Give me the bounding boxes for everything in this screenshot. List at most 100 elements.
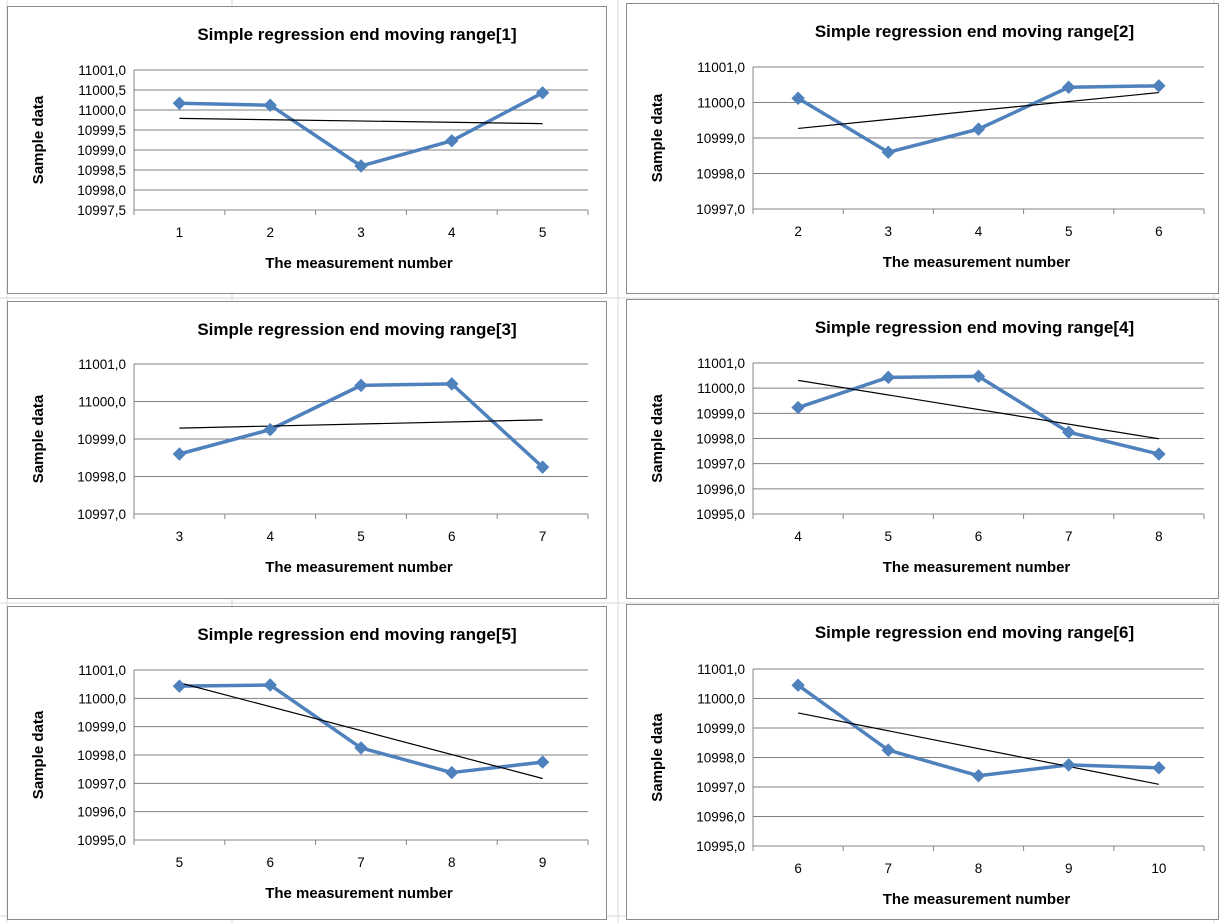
y-tick-label: 10999,0 (77, 143, 126, 158)
y-axis-label: Sample data (649, 93, 666, 182)
chart-svg: 11001,0 11000,0 10999,0 10998,0 10997,0 10996… (30, 625, 589, 902)
y-axis-label: Sample data (30, 95, 47, 184)
data-point-marker[interactable] (172, 679, 187, 693)
data-point-marker[interactable] (1061, 80, 1076, 94)
data-point-marker[interactable] (354, 378, 368, 393)
data-point-marker[interactable] (881, 370, 896, 385)
data-point-marker[interactable] (1061, 758, 1076, 772)
y-tick-label: 10998,0 (696, 432, 745, 447)
data-point-marker[interactable] (445, 377, 459, 391)
data-point-marker[interactable] (881, 743, 896, 757)
trendline (797, 712, 1160, 785)
data-point-marker[interactable] (172, 96, 187, 110)
chart-panel-3[interactable]: 11001,0 11000,0 10999,0 10998,0 10997,0 3 4 5 6 7… (7, 301, 607, 599)
chart-title: Simple regression end moving range[2] (815, 22, 1134, 41)
data-point-marker[interactable] (535, 460, 550, 474)
x-tick-label: 7 (885, 861, 893, 876)
x-tick-label: 4 (975, 224, 983, 239)
y-tick-label: 10999,0 (77, 720, 126, 735)
chart-panel-2[interactable]: 11001,0 11000,0 10999,0 10998,0 10997,0 2 3 4 5 6… (626, 3, 1219, 294)
data-point-marker[interactable] (354, 159, 368, 173)
y-tick-label: 11000,5 (78, 83, 126, 98)
y-tick-label: 10998,0 (77, 470, 126, 485)
x-tick-label: 6 (975, 529, 983, 544)
y-tick-label: 10997,0 (696, 202, 745, 217)
y-tick-label: 10997,0 (77, 776, 126, 791)
x-axis-label: The measurement number (265, 885, 453, 902)
x-tick-label: 4 (266, 529, 274, 544)
chart-svg: 11001,0 11000,0 10999,0 10998,0 10997,0 2 3 4 5 6… (649, 22, 1205, 271)
x-tick-label: 1 (176, 225, 184, 240)
chart-svg: 11001,0 11000,5 11000,0 10999,5 10999,0 10998… (30, 25, 589, 272)
y-tick-label: 11000,0 (78, 103, 126, 118)
data-point-marker[interactable] (535, 755, 550, 769)
y-tick-label: 11001,0 (78, 663, 126, 678)
y-tick-label: 11001,0 (78, 357, 126, 372)
data-point-marker[interactable] (791, 678, 805, 692)
y-tick-label: 11001,0 (697, 356, 745, 371)
chart-title: Simple regression end moving range[3] (197, 320, 516, 339)
x-tick-label: 9 (1065, 861, 1073, 876)
data-point-marker[interactable] (535, 86, 550, 100)
data-point-marker[interactable] (263, 678, 277, 692)
data-point-marker[interactable] (354, 741, 368, 755)
y-tick-label: 10999,5 (77, 123, 126, 138)
x-tick-label: 8 (1155, 529, 1163, 544)
series-line (179, 91, 544, 168)
x-tick-label: 4 (794, 529, 802, 544)
x-tick-label: 6 (266, 855, 274, 870)
chart-svg: 11001,0 11000,0 10999,0 10998,0 10997,0 10996… (649, 318, 1205, 576)
series-line (178, 382, 544, 469)
x-tick-label: 8 (448, 855, 456, 870)
y-tick-label: 10997,5 (77, 203, 126, 218)
x-tick-label: 3 (357, 225, 365, 240)
trendline (179, 682, 543, 780)
y-tick-label: 10995,0 (696, 839, 745, 854)
data-point-marker[interactable] (1061, 425, 1076, 439)
data-point-marker[interactable] (971, 122, 986, 136)
x-tick-label: 7 (539, 529, 547, 544)
x-tick-label: 9 (539, 855, 547, 870)
x-tick-label: 6 (448, 529, 456, 544)
y-tick-label: 10996,0 (696, 810, 745, 825)
y-tick-label: 11001,0 (697, 662, 745, 677)
y-tick-label: 11001,0 (697, 60, 745, 75)
chart-panel-5[interactable]: 11001,0 11000,0 10999,0 10998,0 10997,0 10996… (7, 606, 607, 920)
y-tick-label: 10998,0 (77, 183, 126, 198)
data-point-marker[interactable] (445, 765, 459, 780)
data-point-marker[interactable] (1152, 447, 1166, 461)
y-tick-label: 10997,0 (77, 507, 126, 522)
y-tick-label: 10997,0 (696, 457, 745, 472)
chart-title: Simple regression end moving range[5] (197, 625, 516, 644)
data-point-marker[interactable] (263, 422, 277, 437)
x-tick-label: 3 (176, 529, 184, 544)
x-axis-label: The measurement number (265, 255, 453, 272)
x-tick-label: 2 (266, 225, 274, 240)
data-point-marker[interactable] (263, 98, 277, 112)
trendline (798, 91, 1159, 130)
x-tick-label: 5 (176, 855, 184, 870)
data-point-marker[interactable] (172, 447, 187, 461)
x-axis-label: The measurement number (883, 559, 1071, 576)
x-axis-label: The measurement number (265, 559, 453, 576)
y-tick-label: 11001,0 (78, 63, 126, 78)
trendline (179, 117, 543, 125)
chart-panel-4[interactable]: 11001,0 11000,0 10999,0 10998,0 10997,0 10996… (626, 299, 1219, 599)
data-point-marker[interactable] (791, 91, 805, 105)
chart-panel-1[interactable]: 11001,0 11000,5 11000,0 10999,5 10999,0 10998… (7, 6, 607, 294)
y-axis-label: Sample data (30, 710, 47, 799)
data-point-marker[interactable] (881, 145, 896, 159)
data-point-marker[interactable] (1152, 79, 1166, 93)
y-tick-label: 10997,0 (696, 780, 745, 795)
y-tick-label: 10999,0 (696, 406, 745, 421)
chart-panel-6[interactable]: 11001,0 11000,0 10999,0 10998,0 10997,0 10996… (626, 604, 1219, 920)
y-tick-label: 10995,0 (77, 833, 126, 848)
data-point-marker[interactable] (1152, 761, 1166, 775)
data-point-marker[interactable] (971, 769, 986, 783)
data-point-marker[interactable] (445, 134, 459, 148)
x-tick-label: 5 (539, 225, 547, 240)
data-point-marker[interactable] (971, 369, 986, 384)
y-tick-label: 10998,0 (696, 167, 745, 182)
data-point-marker[interactable] (791, 400, 805, 415)
y-tick-label: 11000,0 (697, 692, 745, 707)
